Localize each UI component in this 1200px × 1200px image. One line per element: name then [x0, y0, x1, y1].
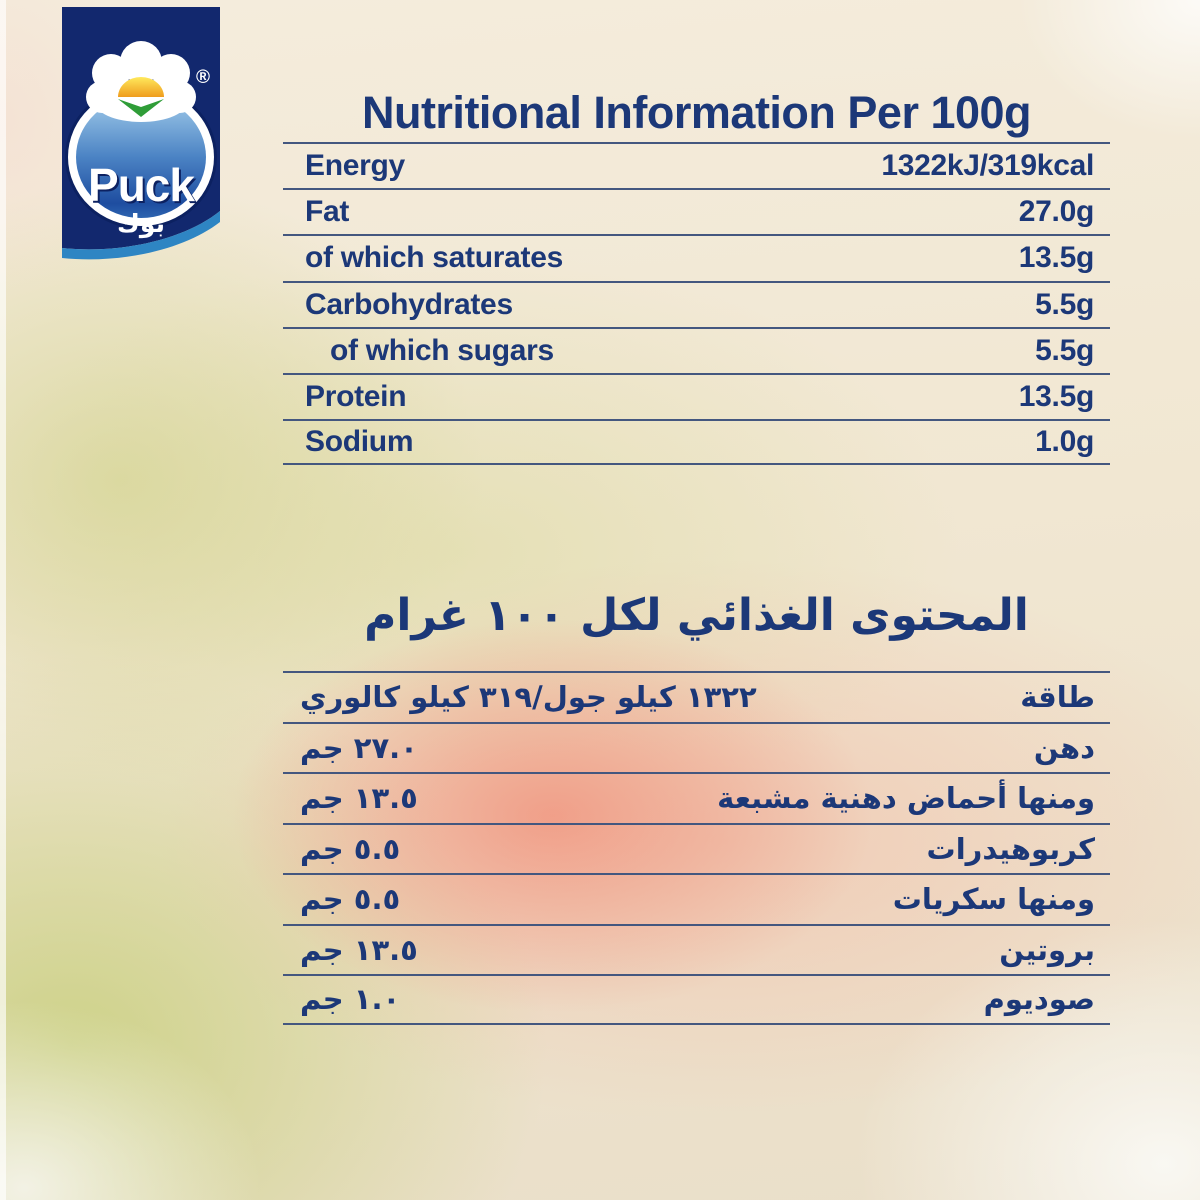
- nutrient-value: ٥.٥ جم: [300, 831, 401, 866]
- nutrient-value: 13.5g: [1018, 380, 1095, 414]
- nutrient-label: ومنها سكريات: [892, 882, 1095, 917]
- nutrient-value: 1322kJ/319kcal: [881, 149, 1094, 183]
- nutrient-label: Energy: [305, 149, 405, 183]
- brand-text-shadow: Puck: [90, 161, 197, 213]
- sun-icon: [118, 77, 164, 97]
- nutrient-value: ١٣.٥ جم: [300, 781, 418, 816]
- puck-logo-graphic: ® Puck Puck بوك: [62, 7, 220, 260]
- nutrient-label: Protein: [305, 380, 407, 414]
- nutrition-table-row: Carbohydrates 5.5g: [283, 280, 1110, 327]
- nutrition-table-row: Sodium 1.0g: [283, 419, 1110, 466]
- nutrient-value: 1.0g: [1035, 425, 1094, 459]
- english-nutrition-table: Energy 1322kJ/319kcal Fat 27.0g of which…: [283, 142, 1110, 466]
- nutrition-table-row: كربوهيدرات ٥.٥ جم: [283, 822, 1110, 874]
- left-edge-highlight: [0, 0, 6, 1200]
- registered-mark: ®: [196, 67, 210, 88]
- nutrient-value: 5.5g: [1035, 287, 1094, 321]
- nutrient-label: صوديوم: [983, 982, 1095, 1017]
- nutrient-value: ٢٧.٠ جم: [300, 730, 418, 765]
- nutrition-table-row: of which saturates 13.5g: [283, 234, 1110, 280]
- nutrition-table-row: of which sugars 5.5g: [283, 326, 1110, 373]
- nutrition-table-row: بروتين ١٣.٥ جم: [283, 923, 1110, 975]
- nutrient-value: 13.5g: [1018, 241, 1095, 275]
- nutrient-value: 5.5g: [1035, 333, 1094, 367]
- nutrition-table-row: Protein 13.5g: [283, 372, 1110, 419]
- nutrition-table-row: ومنها سكريات ٥.٥ جم: [283, 873, 1110, 924]
- nutrition-table-row: Energy 1322kJ/319kcal: [283, 142, 1110, 188]
- nutrient-label: طاقة: [1020, 680, 1095, 715]
- nutrition-table-row: صوديوم ١.٠ جم: [283, 974, 1110, 1025]
- logo-swoosh: [62, 211, 220, 260]
- logo-oval-inner: [76, 96, 206, 218]
- nutrient-label: بروتين: [999, 932, 1095, 967]
- nutrition-table-row: دهن ٢٧.٠ جم: [283, 721, 1110, 773]
- nutrient-label: ومنها أحماض دهنية مشبعة: [717, 781, 1095, 816]
- puck-logo: ® Puck Puck بوك: [62, 7, 220, 269]
- brand-text: Puck: [88, 159, 195, 211]
- arabic-title: المحتوى الغذائي لكل ١٠٠ غرام: [364, 590, 1029, 641]
- nutrient-value: ١٣.٥ جم: [300, 932, 418, 967]
- nutrient-label: دهن: [1033, 730, 1095, 765]
- english-title: Nutritional Information Per 100g: [361, 87, 1032, 138]
- nutrient-value: ٥.٥ جم: [300, 882, 401, 917]
- nutrient-label: Sodium: [305, 425, 414, 459]
- brand-text-arabic: بوك: [117, 209, 165, 239]
- nutrition-table-row: ومنها أحماض دهنية مشبعة ١٣.٥ جم: [283, 772, 1110, 823]
- nutrient-label: Carbohydrates: [305, 287, 513, 321]
- arabic-nutrition-table: طاقة ١٣٢٢ كيلو جول/٣١٩ كيلو كالوري دهن ٢…: [283, 671, 1110, 1025]
- nutrition-table-row: Fat 27.0g: [283, 188, 1110, 234]
- daisy-flower-icon: [86, 41, 196, 122]
- nutrient-value: 27.0g: [1018, 195, 1095, 229]
- nutrient-label: of which sugars: [330, 333, 554, 367]
- nutrient-value: ١.٠ جم: [300, 982, 401, 1017]
- leaf-icon: [118, 99, 164, 117]
- nutrient-label: كربوهيدرات: [926, 831, 1095, 866]
- nutrition-table-row: طاقة ١٣٢٢ كيلو جول/٣١٩ كيلو كالوري: [283, 671, 1110, 722]
- nutrient-value: ١٣٢٢ كيلو جول/٣١٩ كيلو كالوري: [300, 680, 757, 715]
- nutrient-label: of which saturates: [305, 241, 563, 275]
- nutrient-label: Fat: [305, 195, 350, 229]
